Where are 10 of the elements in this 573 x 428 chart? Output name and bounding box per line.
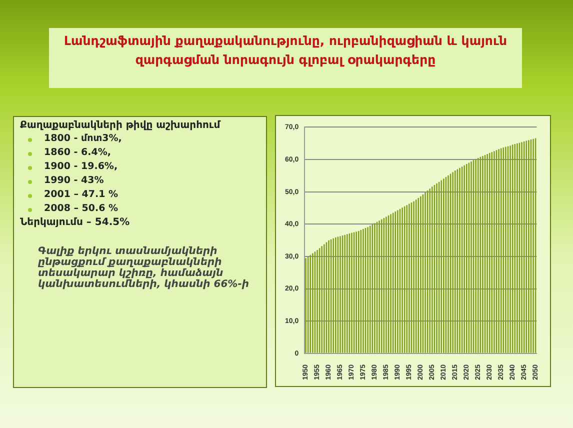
chart-title: Լանդշաֆտային քաղաքականությունը, ուրբանիզացիան և կայուն զարգացման նորագույն գլոբալ օրակարգերը [49,28,522,88]
text: Քաղաքաբնակների թիվը աշխարհում [20,120,222,131]
text: 2001 – 47.1 % [28,189,260,200]
text: 2008 – 50.6 % [28,203,260,214]
text: 1990 - 43% [28,175,260,186]
text: Գալիք երկու տասնամյակների ընթացքում քաղաքաբնակների տեսակարար կշիռը, համաձայն կանխատեսումների, կհասնի 66%-ի [38,246,250,290]
text: 1800 - մոտ3%, [28,133,260,144]
text: 1900 - 19.6%, [28,161,260,172]
text: Ներկայումս – 54.5% [20,217,131,228]
text: 1860 - 6.4%, [28,147,260,158]
